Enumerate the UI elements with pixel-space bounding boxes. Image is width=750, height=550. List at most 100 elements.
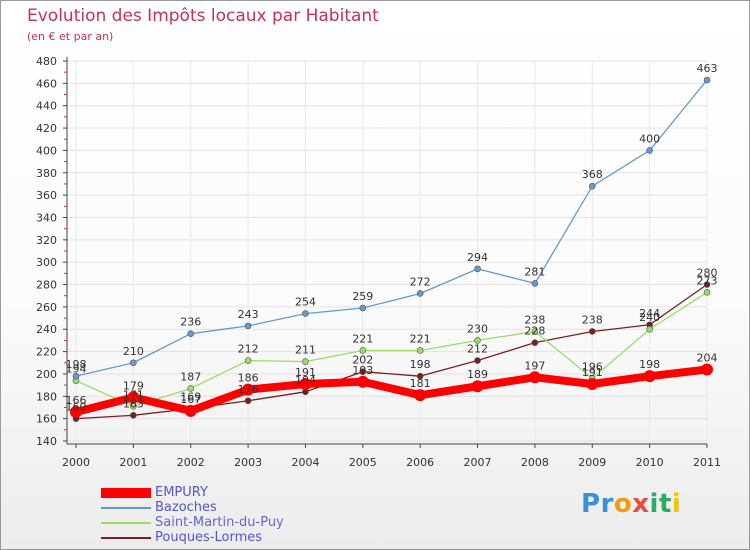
y-tick-label: 380 [36, 167, 57, 180]
data-point [359, 368, 367, 376]
data-point [703, 76, 711, 84]
data-point [130, 411, 137, 419]
data-point [72, 372, 80, 380]
data-point [416, 347, 424, 354]
data-label: 221 [352, 332, 373, 345]
data-point [531, 328, 539, 335]
data-point [70, 405, 82, 418]
proxiti-logo: Proxiti [581, 489, 681, 519]
data-label: 198 [410, 358, 431, 371]
data-point [528, 371, 541, 384]
y-tick-label: 200 [36, 368, 57, 381]
data-label: 243 [238, 308, 259, 321]
series-line-empury [72, 365, 711, 416]
logo-letter: x [632, 489, 650, 519]
data-label: 198 [66, 358, 87, 371]
data-label: 259 [352, 290, 373, 303]
data-point [416, 290, 424, 297]
data-label: 198 [639, 358, 660, 371]
legend-swatch [101, 521, 151, 524]
x-tick-label: 2004 [291, 456, 319, 469]
legend-label: EMPURY [155, 485, 208, 500]
data-label: 191 [582, 366, 603, 379]
data-label: 281 [524, 265, 545, 278]
legend-swatch [101, 487, 151, 498]
data-label: 236 [180, 316, 201, 329]
y-tick-label: 180 [36, 390, 57, 403]
series-group [70, 76, 713, 422]
axes: 140 160 180 200 220 240 260 280 300 320 340 360 380 4… [36, 55, 721, 469]
x-tick-label: 2010 [636, 456, 664, 469]
data-label: 196 [582, 360, 603, 373]
data-label: 212 [467, 343, 488, 356]
data-point [187, 330, 195, 338]
data-label: 169 [180, 391, 201, 404]
data-point [242, 383, 255, 396]
data-point [356, 375, 369, 388]
data-point [359, 304, 367, 312]
data-label: 202 [352, 354, 373, 367]
data-label: 187 [180, 370, 201, 383]
data-label: 197 [524, 359, 545, 372]
data-label: 238 [524, 313, 545, 326]
data-label: 400 [639, 132, 660, 145]
data-label: 230 [467, 322, 488, 335]
data-label: 272 [410, 275, 431, 288]
x-tick-label: 2011 [693, 456, 721, 469]
legend-label: Pouques-Lormes [155, 530, 263, 545]
data-label: 167 [180, 393, 201, 406]
x-tick-label: 2001 [119, 456, 147, 469]
legend-swatch [101, 536, 151, 539]
data-point [586, 378, 599, 390]
logo-letter: r [600, 489, 614, 519]
data-point [474, 265, 481, 273]
data-label: 191 [295, 366, 316, 379]
x-tick-label: 2002 [177, 456, 205, 469]
logo-letter: t [658, 489, 672, 519]
data-label: 181 [410, 377, 431, 390]
data-label: 186 [238, 372, 259, 385]
y-tick-label: 240 [36, 323, 57, 336]
y-tick-label: 320 [36, 234, 57, 247]
series-line-saint-martin-du-puy [75, 291, 708, 408]
data-label: 273 [697, 274, 718, 287]
data-point [471, 380, 484, 393]
data-label: 163 [123, 397, 144, 410]
data-point [187, 385, 195, 392]
chart-title: Evolution des Impôts locaux par Habitant [27, 6, 379, 26]
x-tick-label: 2000 [62, 456, 90, 469]
data-label: 463 [697, 62, 718, 75]
data-label: 160 [66, 401, 87, 414]
data-point [474, 337, 481, 344]
data-point [414, 389, 427, 402]
data-point [130, 359, 137, 367]
data-label: 254 [295, 296, 316, 309]
data-label: 171 [123, 388, 144, 401]
x-tick-label: 2003 [234, 456, 262, 469]
data-label: 210 [123, 345, 144, 358]
x-tick-label: 2007 [464, 456, 492, 469]
data-point [244, 397, 252, 405]
y-tick-label: 420 [36, 122, 57, 135]
x-tick-label: 2008 [521, 456, 549, 469]
y-tick-label: 160 [36, 413, 57, 426]
logo-letter: i [649, 489, 659, 519]
data-point [703, 281, 711, 288]
series-line-bazoches [75, 79, 708, 377]
grid-lines [67, 60, 708, 442]
data-point [588, 182, 596, 190]
data-label: 240 [639, 311, 660, 324]
data-label: 244 [639, 307, 660, 320]
x-tick-label: 2005 [349, 456, 377, 469]
y-tick-label: 220 [36, 346, 57, 359]
logo-letter: P [581, 489, 601, 519]
logo-letter: i [671, 489, 682, 519]
y-tick-label: 280 [36, 279, 57, 292]
y-tick-label: 340 [36, 211, 57, 224]
data-label: 179 [123, 379, 144, 392]
y-tick-label: 360 [36, 189, 57, 202]
data-label: 194 [66, 363, 87, 376]
data-point [701, 363, 713, 376]
